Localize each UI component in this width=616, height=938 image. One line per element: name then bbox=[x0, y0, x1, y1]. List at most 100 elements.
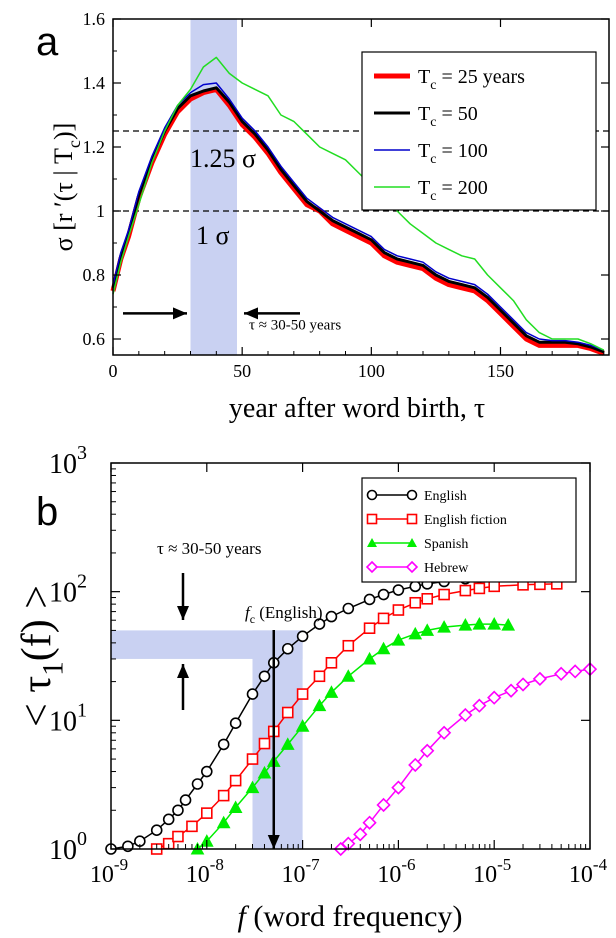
series-line-2 bbox=[197, 623, 509, 850]
data-point bbox=[122, 840, 134, 853]
y-tick-base: 10 bbox=[49, 578, 77, 609]
legend-label-1: English fiction bbox=[424, 513, 507, 528]
data-point bbox=[391, 780, 406, 795]
legend-label-1-sub: c bbox=[430, 115, 436, 130]
data-point bbox=[312, 698, 327, 712]
y-tick-exponent: 0 bbox=[77, 828, 87, 850]
fc-annotation: fc (English) bbox=[245, 603, 323, 626]
legend-marker bbox=[366, 513, 378, 525]
series-line-2 bbox=[112, 82, 605, 351]
x-tick-exponent: -5 bbox=[497, 855, 511, 874]
x-tick-label: 150 bbox=[487, 361, 514, 381]
data-point bbox=[295, 719, 310, 732]
legend-label-0-sub: c bbox=[430, 78, 436, 93]
data-point bbox=[409, 596, 422, 609]
x-tick-base: 10 bbox=[377, 862, 401, 888]
data-point bbox=[472, 617, 487, 630]
x-tick-label: 0 bbox=[109, 361, 118, 381]
y-axis-label: < τ1(f) > bbox=[14, 585, 70, 727]
data-point bbox=[172, 830, 184, 843]
x-tick-base: 10 bbox=[90, 862, 114, 888]
arrow-down-to-band bbox=[177, 573, 189, 620]
arrow-left-to-band bbox=[123, 307, 187, 320]
data-point bbox=[363, 622, 376, 635]
x-tick-label: 10-7 bbox=[282, 855, 321, 888]
panel-b-legend: English English fiction Spanish Hebrew bbox=[361, 477, 577, 583]
x-axis-label: f (word frequency) bbox=[238, 900, 463, 933]
legend-label-1: Tc = 50 bbox=[418, 103, 478, 130]
data-point bbox=[437, 620, 451, 633]
data-point bbox=[281, 706, 294, 719]
data-point bbox=[392, 604, 405, 616]
data-point bbox=[392, 584, 405, 596]
y-tick-base: 10 bbox=[49, 835, 77, 866]
legend-label-0-main: T bbox=[418, 66, 430, 88]
y-tick-label: 103 bbox=[49, 442, 87, 480]
data-point bbox=[229, 717, 242, 729]
data-point bbox=[280, 737, 295, 750]
legend-label-2-sub: c bbox=[430, 152, 436, 167]
y-tick-label: 1.4 bbox=[83, 73, 106, 93]
series-hebrew bbox=[333, 662, 598, 857]
data-point bbox=[191, 778, 204, 790]
x-tick-label: 10-5 bbox=[473, 855, 511, 888]
legend-marker bbox=[407, 538, 417, 547]
legend-label-3: Tc = 200 bbox=[418, 177, 488, 204]
panel-b-series bbox=[105, 570, 598, 857]
legend-label-3: Hebrew bbox=[424, 561, 469, 576]
fc-annotation-sub: c bbox=[250, 612, 255, 626]
data-point bbox=[313, 670, 326, 683]
y-tick-label: 1 bbox=[96, 201, 105, 221]
x-tick-exponent: -8 bbox=[210, 855, 224, 874]
data-point bbox=[488, 580, 501, 593]
x-axis-label-main: year after word birth, τ bbox=[229, 393, 485, 424]
legend-label-0-tail: = 25 years bbox=[436, 66, 525, 88]
x-tick-label: 50 bbox=[233, 361, 251, 381]
data-point bbox=[362, 815, 377, 830]
tau-annotation: τ ≈ 30-50 years bbox=[157, 539, 261, 558]
plot-frame bbox=[112, 18, 610, 356]
y-axis-label-main: < τ bbox=[14, 676, 60, 727]
panel-a-shaded-band bbox=[190, 19, 237, 355]
series-line-3 bbox=[112, 56, 605, 351]
data-point bbox=[420, 743, 435, 758]
y-tick-exponent: 2 bbox=[77, 571, 87, 593]
data-point bbox=[438, 588, 450, 601]
data-point bbox=[342, 639, 355, 652]
x-axis-label: year after word birth, τ bbox=[229, 393, 485, 424]
legend-label-2: Spanish bbox=[424, 537, 468, 552]
data-point bbox=[377, 612, 390, 625]
legend-marker bbox=[366, 489, 378, 501]
x-tick-base: 10 bbox=[569, 862, 593, 888]
data-point bbox=[201, 765, 213, 778]
tau-band bbox=[190, 19, 237, 355]
data-point bbox=[568, 664, 583, 679]
series-line-0 bbox=[110, 575, 495, 850]
data-point bbox=[296, 688, 309, 700]
x-tick-label: 100 bbox=[358, 361, 385, 381]
legend-label-2-main: T bbox=[418, 140, 430, 162]
y-tick-base: 10 bbox=[49, 706, 77, 737]
y-tick-label: 0.8 bbox=[83, 265, 106, 285]
data-point bbox=[172, 804, 184, 817]
x-tick-base: 10 bbox=[186, 862, 210, 888]
arrow-right-to-band-head bbox=[244, 307, 258, 320]
legend-label-3-tail: = 200 bbox=[436, 177, 487, 199]
y-tick-exponent: 1 bbox=[77, 699, 87, 721]
x-tick-exponent: -4 bbox=[593, 855, 608, 874]
y-tick-base: 10 bbox=[49, 449, 77, 480]
arrow-left-to-band-head bbox=[173, 307, 187, 320]
legend-label-1-main: T bbox=[418, 103, 430, 125]
legend-label-0: English bbox=[424, 489, 467, 504]
series-line-0 bbox=[110, 86, 605, 356]
data-point bbox=[162, 813, 175, 826]
data-point bbox=[458, 707, 473, 723]
data-point bbox=[217, 789, 230, 802]
data-point bbox=[376, 797, 391, 813]
tau-annotation: τ ≈ 30-50 years bbox=[249, 317, 341, 333]
data-point bbox=[258, 737, 271, 750]
data-point bbox=[487, 617, 502, 630]
series-line-1 bbox=[111, 86, 605, 354]
y-tick-label: 1.6 bbox=[83, 9, 106, 29]
data-point bbox=[421, 593, 434, 605]
